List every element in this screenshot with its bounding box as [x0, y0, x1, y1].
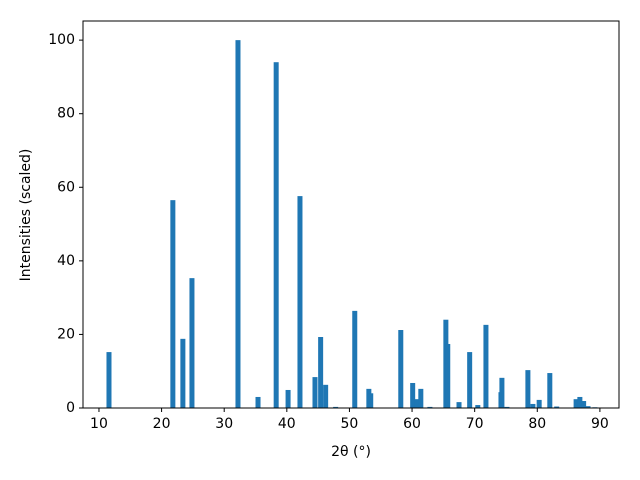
y-tick-label: 60	[57, 179, 75, 195]
bar	[525, 370, 531, 408]
bar	[475, 405, 481, 408]
bar	[273, 62, 279, 409]
bar	[323, 384, 329, 408]
bar	[499, 377, 505, 408]
y-tick-label: 40	[57, 253, 75, 269]
bar	[530, 403, 536, 408]
y-tick-label: 0	[66, 400, 75, 416]
x-tick-label: 80	[528, 416, 546, 432]
y-tick-label: 100	[48, 32, 75, 48]
bar	[368, 393, 374, 408]
bar	[285, 389, 291, 408]
bar	[581, 401, 587, 408]
plot-frame	[82, 20, 620, 409]
bar	[255, 396, 261, 408]
bar	[504, 406, 510, 408]
bar	[410, 382, 416, 408]
bar	[445, 343, 451, 408]
bar	[483, 324, 489, 408]
bar	[235, 40, 241, 409]
x-tick-label: 40	[278, 416, 296, 432]
x-tick-label: 90	[591, 416, 609, 432]
bar	[554, 406, 560, 408]
bar	[170, 200, 176, 408]
bar	[312, 377, 318, 408]
x-tick-label: 10	[90, 416, 108, 432]
x-tick-label: 20	[153, 416, 171, 432]
bar	[585, 406, 591, 408]
bar	[189, 278, 195, 408]
x-tick-label: 50	[341, 416, 359, 432]
bar	[106, 352, 112, 408]
bar	[577, 396, 583, 408]
y-tick-label: 80	[57, 106, 75, 122]
bar	[180, 338, 186, 408]
bar	[352, 310, 358, 408]
y-tick-label: 20	[57, 326, 75, 342]
x-axis-label: 2θ (°)	[331, 444, 371, 460]
bar	[333, 406, 339, 408]
y-axis-label: Intensities (scaled)	[18, 149, 34, 282]
bar	[427, 406, 433, 408]
x-tick-label: 30	[215, 416, 233, 432]
bar	[297, 196, 303, 408]
x-tick-label: 60	[403, 416, 421, 432]
bar	[547, 373, 553, 408]
bar	[398, 330, 404, 408]
bar	[467, 352, 473, 408]
bar	[318, 337, 324, 408]
bar	[573, 399, 579, 408]
bar	[536, 399, 542, 408]
bar	[414, 399, 420, 408]
bar	[418, 388, 424, 408]
x-tick-label: 70	[466, 416, 484, 432]
bar	[456, 402, 462, 408]
